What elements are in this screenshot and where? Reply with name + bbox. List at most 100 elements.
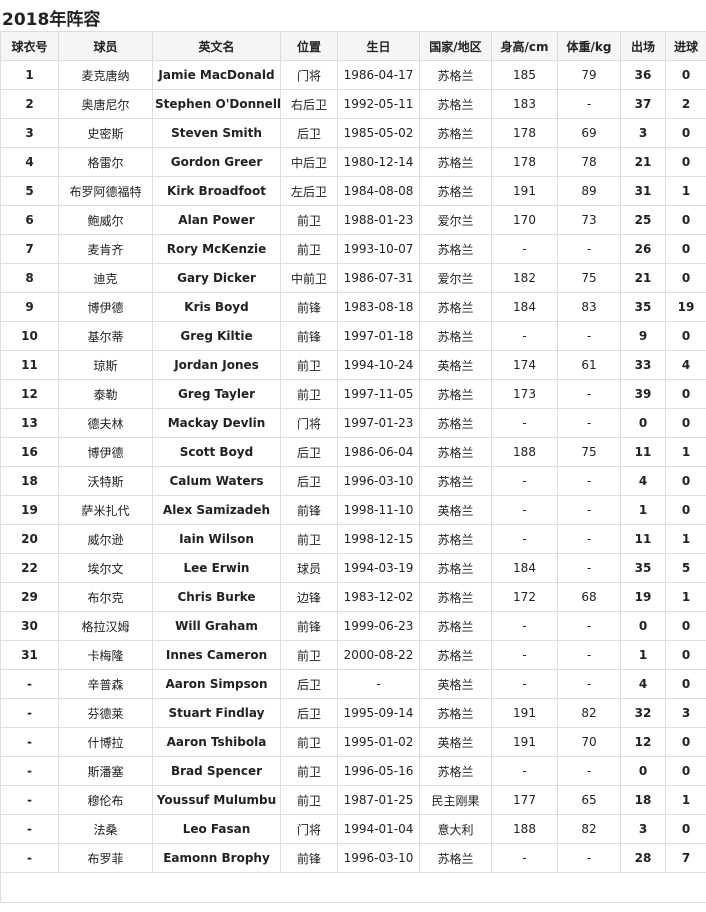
table-cell: 苏格兰 — [419, 466, 492, 496]
table-cell: - — [557, 524, 621, 554]
table-cell: 英格兰 — [419, 669, 492, 699]
table-cell: Innes Cameron — [152, 640, 281, 670]
table-cell: 18 — [0, 466, 59, 496]
table-cell: 英格兰 — [419, 727, 492, 757]
table-cell: 0 — [620, 408, 666, 438]
table-cell: - — [557, 553, 621, 583]
player-row: 18 沃特斯 Calum Waters 后卫 1996-03-10 苏格兰 - -4 0 — [0, 466, 706, 496]
table-cell: 1997-01-18 — [337, 321, 420, 351]
table-cell: 0 — [665, 727, 706, 757]
table-cell: - — [491, 466, 558, 496]
column-header: 进球 — [665, 31, 706, 61]
table-cell: 苏格兰 — [419, 611, 492, 641]
column-header: 英文名 — [152, 31, 281, 61]
table-cell: 英格兰 — [419, 350, 492, 380]
table-cell: - — [557, 640, 621, 670]
table-cell: Stephen O'Donnell — [152, 89, 281, 119]
table-cell: 2000-08-22 — [337, 640, 420, 670]
table-cell: 民主刚果 — [419, 785, 492, 815]
table-cell: 0 — [665, 756, 706, 786]
table-cell: 25 — [620, 205, 666, 235]
column-header: 出场 — [620, 31, 666, 61]
table-cell: 6 — [0, 205, 59, 235]
table-cell: - — [491, 408, 558, 438]
table-cell: 苏格兰 — [419, 437, 492, 467]
table-cell: 5 — [665, 553, 706, 583]
table-cell: - — [557, 756, 621, 786]
table-cell: 格雷尔 — [58, 147, 153, 177]
table-cell: - — [557, 495, 621, 525]
table-cell: 0 — [665, 147, 706, 177]
table-cell: 左后卫 — [280, 176, 338, 206]
table-cell: 1 — [665, 582, 706, 612]
table-cell: - — [491, 669, 558, 699]
table-cell: 布罗菲 — [58, 843, 153, 873]
table-cell: 1 — [620, 640, 666, 670]
table-cell: Chris Burke — [152, 582, 281, 612]
table-cell: Jordan Jones — [152, 350, 281, 380]
column-header: 身高/cm — [491, 31, 558, 61]
table-cell: 中前卫 — [280, 263, 338, 293]
table-cell: 意大利 — [419, 814, 492, 844]
table-cell: 30 — [0, 611, 59, 641]
table-cell: 1983-12-02 — [337, 582, 420, 612]
table-cell: Aaron Tshibola — [152, 727, 281, 757]
table-cell: 75 — [557, 263, 621, 293]
table-cell: 68 — [557, 582, 621, 612]
table-cell: 后卫 — [280, 437, 338, 467]
table-cell: 0 — [665, 60, 706, 90]
column-header: 球员 — [58, 31, 153, 61]
table-body: 1 麦克唐纳 Jamie MacDonald 门将 1986-04-17 苏格兰 185 79… — [0, 60, 706, 903]
table-cell: - — [491, 234, 558, 264]
table-cell: Steven Smith — [152, 118, 281, 148]
table-cell: 穆伦布 — [58, 785, 153, 815]
table-cell: - — [0, 814, 59, 844]
table-cell: - — [557, 234, 621, 264]
table-cell: 18 — [620, 785, 666, 815]
player-row: - 穆伦布 Youssuf Mulumbu 前卫 1987-01-25 民主刚果 177 65… — [0, 785, 706, 815]
table-cell: 0 — [620, 611, 666, 641]
table-cell: 苏格兰 — [419, 89, 492, 119]
table-cell: 苏格兰 — [419, 147, 492, 177]
table-cell: 0 — [665, 379, 706, 409]
table-cell: 73 — [557, 205, 621, 235]
table-cell: 威尔逊 — [58, 524, 153, 554]
table-cell: 12 — [620, 727, 666, 757]
table-cell: 31 — [0, 640, 59, 670]
table-cell: 188 — [491, 437, 558, 467]
player-row: 11 琼斯 Jordan Jones 前卫 1994-10-24 英格兰 174 61 33 4 — [0, 350, 706, 380]
table-cell: - — [557, 466, 621, 496]
table-cell: 琼斯 — [58, 350, 153, 380]
table-cell: 前锋 — [280, 292, 338, 322]
table-cell: - — [491, 843, 558, 873]
table-cell: 奥唐尼尔 — [58, 89, 153, 119]
table-cell: 前卫 — [280, 756, 338, 786]
table-cell: 8 — [0, 263, 59, 293]
table-cell: 1987-01-25 — [337, 785, 420, 815]
table-cell: 博伊德 — [58, 437, 153, 467]
table-cell: 德夫林 — [58, 408, 153, 438]
table-cell: 174 — [491, 350, 558, 380]
table-cell: 爱尔兰 — [419, 205, 492, 235]
table-cell: 后卫 — [280, 118, 338, 148]
table-cell: - — [0, 727, 59, 757]
table-cell: 33 — [620, 350, 666, 380]
player-row: 1 麦克唐纳 Jamie MacDonald 门将 1986-04-17 苏格兰 185 79… — [0, 60, 706, 90]
table-cell: 苏格兰 — [419, 60, 492, 90]
table-cell: 法桑 — [58, 814, 153, 844]
table-cell: 188 — [491, 814, 558, 844]
table-cell: 170 — [491, 205, 558, 235]
table-cell: 1995-09-14 — [337, 698, 420, 728]
table-cell: 178 — [491, 147, 558, 177]
table-cell: - — [557, 321, 621, 351]
table-cell: 19 — [0, 495, 59, 525]
table-cell: Alex Samizadeh — [152, 495, 281, 525]
table-cell: 2 — [665, 89, 706, 119]
table-cell: 1 — [665, 785, 706, 815]
table-cell: 前锋 — [280, 321, 338, 351]
table-cell: 2 — [0, 89, 59, 119]
table-cell: 19 — [665, 292, 706, 322]
table-cell: Rory McKenzie — [152, 234, 281, 264]
table-cell: 1992-05-11 — [337, 89, 420, 119]
